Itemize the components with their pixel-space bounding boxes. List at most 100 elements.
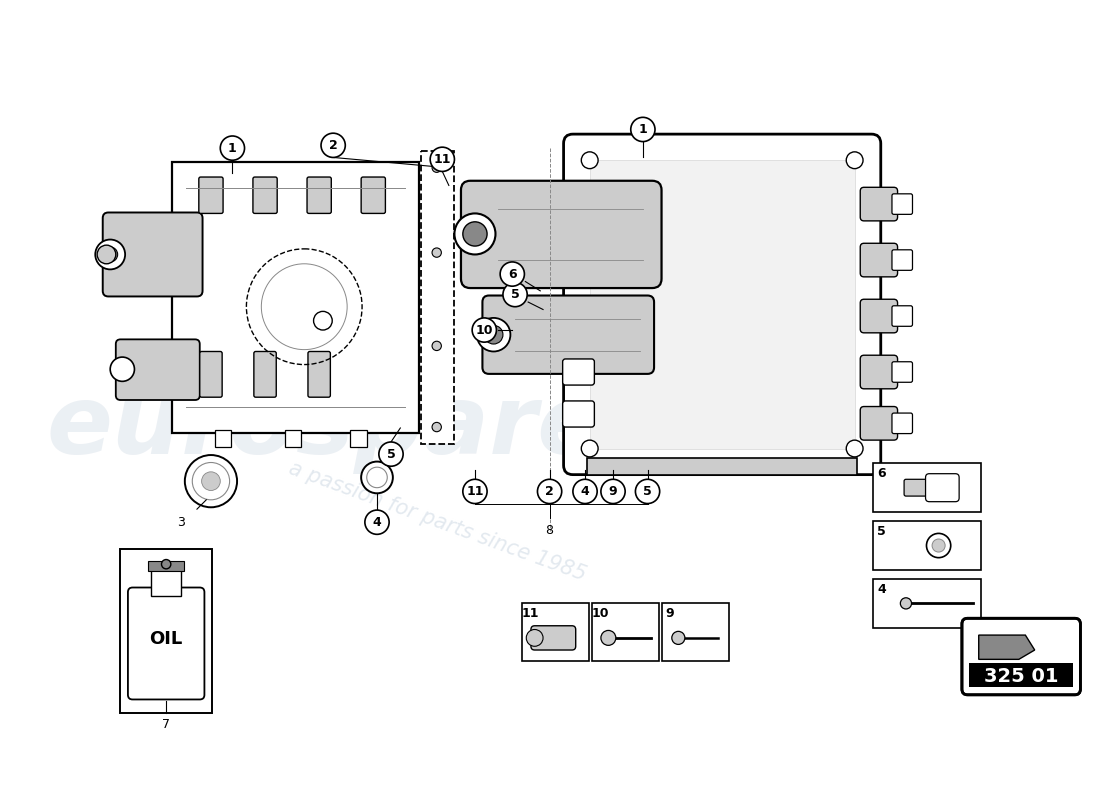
Text: 5: 5 bbox=[510, 288, 519, 301]
Circle shape bbox=[454, 214, 495, 254]
Bar bbox=[873, 579, 980, 628]
Bar bbox=[151, 568, 182, 596]
Text: 5: 5 bbox=[644, 485, 652, 498]
FancyBboxPatch shape bbox=[563, 401, 594, 427]
Circle shape bbox=[926, 534, 950, 558]
Text: 2: 2 bbox=[329, 139, 338, 152]
Text: 5: 5 bbox=[878, 525, 887, 538]
FancyBboxPatch shape bbox=[199, 177, 223, 214]
Circle shape bbox=[192, 462, 230, 500]
Circle shape bbox=[162, 559, 170, 569]
Polygon shape bbox=[979, 635, 1035, 659]
Circle shape bbox=[476, 318, 510, 351]
Text: 10: 10 bbox=[475, 323, 493, 337]
Circle shape bbox=[601, 630, 616, 646]
Circle shape bbox=[378, 442, 403, 466]
FancyBboxPatch shape bbox=[308, 351, 330, 398]
FancyBboxPatch shape bbox=[531, 626, 575, 650]
Text: 6: 6 bbox=[878, 467, 886, 480]
FancyBboxPatch shape bbox=[102, 213, 202, 297]
FancyBboxPatch shape bbox=[961, 618, 1080, 694]
FancyBboxPatch shape bbox=[563, 134, 881, 474]
Circle shape bbox=[432, 248, 441, 258]
Circle shape bbox=[472, 318, 496, 342]
Text: 1: 1 bbox=[228, 142, 236, 154]
Circle shape bbox=[846, 152, 864, 169]
Circle shape bbox=[361, 462, 393, 494]
FancyBboxPatch shape bbox=[860, 406, 898, 440]
Bar bbox=[587, 458, 857, 474]
FancyBboxPatch shape bbox=[116, 339, 200, 400]
Circle shape bbox=[503, 282, 527, 306]
Circle shape bbox=[636, 479, 660, 503]
Circle shape bbox=[538, 479, 562, 503]
FancyBboxPatch shape bbox=[254, 351, 276, 398]
FancyBboxPatch shape bbox=[892, 413, 913, 434]
Bar bbox=[121, 550, 212, 713]
FancyBboxPatch shape bbox=[892, 250, 913, 270]
Circle shape bbox=[110, 357, 134, 382]
Text: 5: 5 bbox=[386, 448, 395, 461]
Text: 4: 4 bbox=[878, 583, 887, 596]
FancyBboxPatch shape bbox=[361, 177, 385, 214]
Circle shape bbox=[432, 422, 441, 432]
FancyBboxPatch shape bbox=[860, 187, 898, 221]
Circle shape bbox=[581, 152, 598, 169]
Bar bbox=[873, 463, 980, 512]
Circle shape bbox=[463, 479, 487, 503]
Text: 325 01: 325 01 bbox=[983, 666, 1058, 686]
FancyBboxPatch shape bbox=[860, 243, 898, 277]
FancyBboxPatch shape bbox=[200, 351, 222, 398]
Circle shape bbox=[630, 118, 654, 142]
Text: 4: 4 bbox=[373, 516, 382, 529]
Circle shape bbox=[430, 147, 454, 171]
Text: eurospares: eurospares bbox=[46, 382, 661, 474]
Bar bbox=[172, 162, 419, 433]
Bar bbox=[969, 663, 1072, 687]
FancyBboxPatch shape bbox=[904, 479, 936, 496]
Circle shape bbox=[500, 262, 525, 286]
Bar bbox=[661, 603, 728, 662]
FancyBboxPatch shape bbox=[307, 177, 331, 214]
Text: 11: 11 bbox=[466, 485, 484, 498]
Text: 11: 11 bbox=[433, 153, 451, 166]
FancyBboxPatch shape bbox=[892, 194, 913, 214]
Circle shape bbox=[463, 222, 487, 246]
Circle shape bbox=[901, 598, 912, 609]
Circle shape bbox=[365, 510, 389, 534]
Circle shape bbox=[581, 440, 598, 457]
Text: 7: 7 bbox=[162, 718, 170, 731]
Text: 2: 2 bbox=[546, 485, 554, 498]
Circle shape bbox=[432, 163, 441, 172]
Circle shape bbox=[846, 440, 864, 457]
Circle shape bbox=[601, 479, 625, 503]
FancyBboxPatch shape bbox=[461, 181, 661, 288]
Circle shape bbox=[185, 455, 238, 507]
Circle shape bbox=[526, 630, 543, 646]
Text: 6: 6 bbox=[508, 267, 517, 281]
FancyBboxPatch shape bbox=[128, 587, 205, 699]
Circle shape bbox=[672, 631, 685, 645]
Text: 1: 1 bbox=[638, 123, 647, 136]
Circle shape bbox=[932, 539, 945, 552]
FancyBboxPatch shape bbox=[563, 359, 594, 385]
Circle shape bbox=[102, 247, 118, 262]
Circle shape bbox=[97, 245, 116, 264]
Circle shape bbox=[201, 472, 220, 490]
Text: a passion for parts since 1985: a passion for parts since 1985 bbox=[286, 458, 590, 585]
Text: 10: 10 bbox=[591, 607, 608, 620]
Bar bbox=[214, 430, 231, 446]
FancyBboxPatch shape bbox=[590, 160, 855, 449]
Bar bbox=[148, 562, 184, 570]
FancyBboxPatch shape bbox=[925, 474, 959, 502]
Circle shape bbox=[220, 136, 244, 160]
FancyBboxPatch shape bbox=[253, 177, 277, 214]
Circle shape bbox=[484, 326, 503, 344]
Bar bbox=[350, 430, 366, 446]
Bar bbox=[421, 151, 453, 444]
Text: 9: 9 bbox=[666, 607, 674, 620]
Text: 9: 9 bbox=[608, 485, 617, 498]
Circle shape bbox=[366, 467, 387, 488]
Bar bbox=[592, 603, 659, 662]
Bar bbox=[521, 603, 588, 662]
